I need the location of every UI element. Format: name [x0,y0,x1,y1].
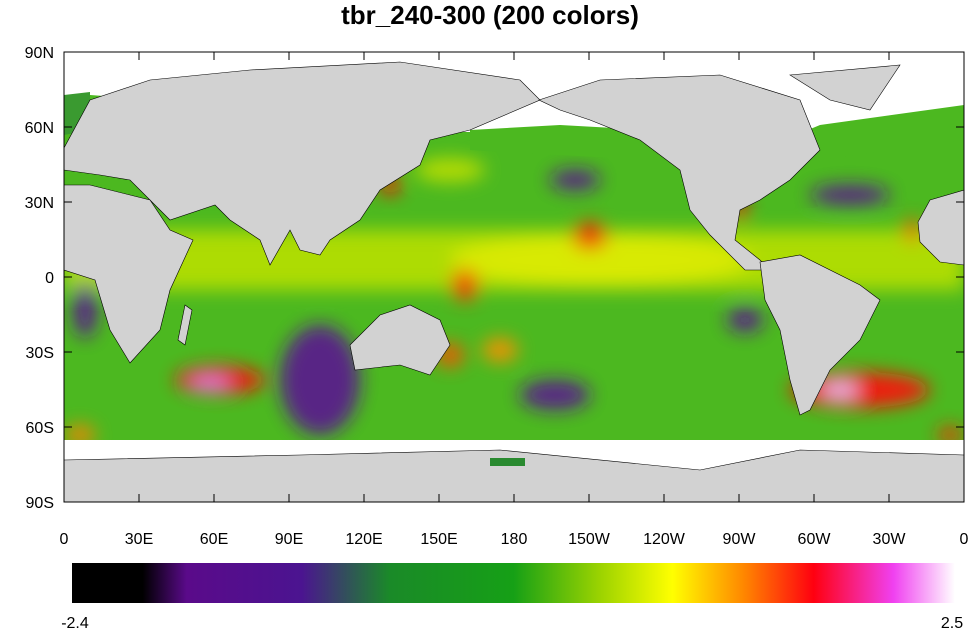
x-tick-label: 90E [275,531,303,548]
x-tick-label: 0 [960,531,969,548]
x-tick-label: 180 [501,531,528,548]
y-tick-label: 0 [45,270,54,287]
map-field [64,52,964,502]
y-tick-label: 30N [25,195,54,212]
x-tick-label: 90W [723,531,757,548]
x-tick-label: 120W [643,531,686,548]
x-tick-label: 60E [200,531,228,548]
x-tick-label: 0 [60,531,69,548]
y-tick-label: 60S [26,420,54,437]
y-tick-label: 60N [25,120,54,137]
colorbar [72,563,955,603]
x-tick-label: 150W [568,531,611,548]
colorbar-min-label: -2.4 [61,615,89,631]
title: tbr_240-300 (200 colors) [341,0,639,30]
x-tick-label: 120E [345,531,382,548]
x-tick-label: 30E [125,531,153,548]
x-tick-label: 30W [873,531,907,548]
colorbar-max-label: 2.5 [941,615,963,631]
y-tick-label: 90N [25,45,54,62]
x-tick-label: 150E [420,531,457,548]
y-tick-label: 90S [26,495,54,512]
y-tick-label: 30S [26,345,54,362]
x-tick-label: 60W [798,531,832,548]
